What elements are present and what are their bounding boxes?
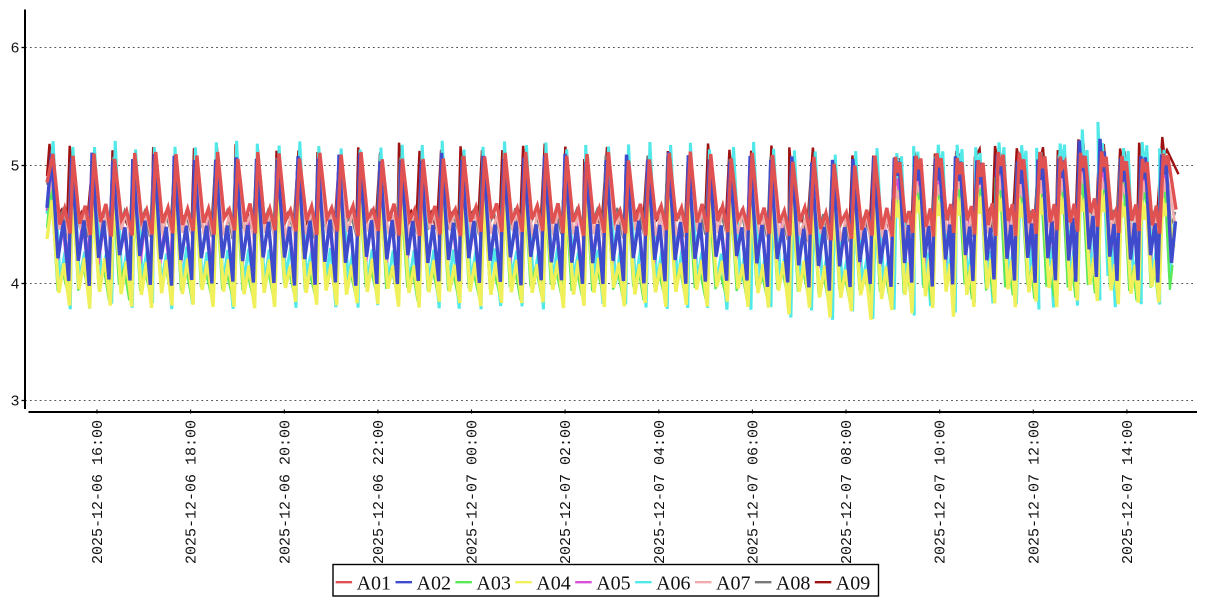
svg-text:2025-12-06 18:00: 2025-12-06 18:00	[184, 420, 201, 564]
svg-text:4: 4	[10, 276, 19, 293]
svg-text:2025-12-07 02:00: 2025-12-07 02:00	[558, 420, 575, 564]
svg-text:A03: A03	[476, 572, 510, 594]
svg-text:A05: A05	[596, 572, 630, 594]
svg-text:6: 6	[10, 40, 19, 57]
svg-text:3: 3	[10, 393, 19, 410]
svg-text:2025-12-07 04:00: 2025-12-07 04:00	[652, 420, 669, 564]
svg-text:2025-12-07 10:00: 2025-12-07 10:00	[933, 420, 950, 564]
svg-text:2025-12-06 20:00: 2025-12-06 20:00	[277, 420, 294, 564]
svg-text:A01: A01	[357, 572, 391, 594]
svg-text:5: 5	[10, 158, 19, 175]
svg-text:2025-12-07 12:00: 2025-12-07 12:00	[1026, 420, 1043, 564]
svg-text:2025-12-07 08:00: 2025-12-07 08:00	[839, 420, 856, 564]
svg-text:A02: A02	[417, 572, 451, 594]
svg-text:A08: A08	[776, 572, 810, 594]
svg-text:2025-12-07 06:00: 2025-12-07 06:00	[745, 420, 762, 564]
svg-text:2025-12-07 00:00: 2025-12-07 00:00	[465, 420, 482, 564]
svg-text:2025-12-06 16:00: 2025-12-06 16:00	[90, 420, 107, 564]
svg-text:2025-12-06 22:00: 2025-12-06 22:00	[371, 420, 388, 564]
svg-text:A04: A04	[536, 572, 570, 594]
svg-text:A06: A06	[656, 572, 690, 594]
svg-text:2025-12-07 14:00: 2025-12-07 14:00	[1120, 420, 1137, 564]
svg-text:A07: A07	[716, 572, 750, 594]
svg-text:A09: A09	[836, 572, 870, 594]
